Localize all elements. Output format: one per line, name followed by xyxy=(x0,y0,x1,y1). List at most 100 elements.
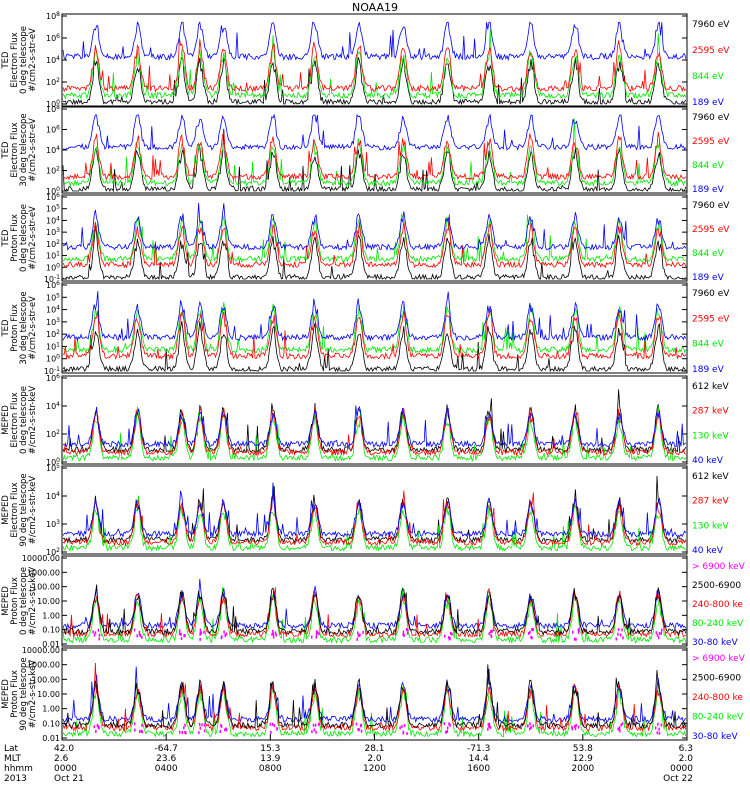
y-axis-label-line: TED xyxy=(1,141,11,160)
x-row-label: 2013 xyxy=(4,774,27,784)
series-line-black xyxy=(62,57,687,106)
y-tick-label: 1000.00 xyxy=(27,661,60,670)
y-tick-label: 10.00 xyxy=(37,690,60,699)
series-point-magenta xyxy=(573,637,576,641)
series-point-magenta xyxy=(619,729,621,733)
series-point-magenta xyxy=(577,630,580,634)
panel-7: 0.01 0.10 1.00 10.00 100.00 1000.00 10000.00 ME… xyxy=(1,554,746,649)
series-line-black xyxy=(62,584,687,636)
legend-entry: 189 eV xyxy=(692,273,725,283)
y-tick-label: 101 xyxy=(46,341,60,351)
series-point-magenta xyxy=(577,725,580,729)
y-axis-label-line: TED xyxy=(1,319,11,338)
y-tick-label: 10000.00 xyxy=(22,646,60,655)
x-tick-label: 6.3 xyxy=(679,744,693,754)
series-point-magenta xyxy=(449,723,451,727)
y-tick-label: 104 xyxy=(46,305,60,315)
series-point-magenta xyxy=(617,727,619,731)
series-point-magenta xyxy=(199,632,201,636)
series-point-magenta xyxy=(621,628,623,632)
series-point-magenta xyxy=(359,633,361,637)
x-row-label: Lat xyxy=(4,744,19,754)
y-tick-label: 106 xyxy=(46,192,60,202)
x-tick-label: 0400 xyxy=(155,764,178,774)
series-point-magenta xyxy=(181,730,184,734)
legend-entry: 612 keV xyxy=(692,472,729,482)
series-point-magenta xyxy=(449,631,452,635)
chart-title: NOAA19 xyxy=(352,1,398,14)
series-point-magenta xyxy=(271,722,274,726)
series-line-green xyxy=(62,495,686,552)
series-point-magenta xyxy=(574,727,577,731)
y-axis-label-line: #/cm2-s-str-keV xyxy=(28,386,38,455)
series-point-magenta xyxy=(98,726,100,730)
series-point-magenta xyxy=(178,629,181,633)
series-point-magenta xyxy=(272,629,274,633)
y-tick-label: 102 xyxy=(46,239,60,249)
panel-frame xyxy=(61,282,688,374)
y-tick-label: 104 xyxy=(46,491,60,501)
series-point-magenta xyxy=(532,724,534,728)
x-tick-label: 14.4 xyxy=(469,754,489,764)
series-point-magenta xyxy=(405,628,408,632)
panel-frame xyxy=(61,13,688,107)
series-point-magenta xyxy=(531,628,533,632)
x-tick-label: 13.9 xyxy=(260,754,280,764)
series-point-magenta xyxy=(272,635,275,639)
legend-entry: 612 keV xyxy=(692,382,729,392)
series-point-magenta xyxy=(571,725,573,729)
legend-entry: > 6900 keV xyxy=(692,654,746,664)
series-point-magenta xyxy=(316,631,319,635)
x-tick-label: 0000 xyxy=(54,764,77,774)
series-line-blue xyxy=(62,482,687,538)
legend-entry: 2595 eV xyxy=(692,46,730,56)
x-tick-label: 2.0 xyxy=(367,754,382,764)
series-point-magenta xyxy=(617,632,619,636)
legend-entry: 844 eV xyxy=(692,72,725,82)
series-point-magenta xyxy=(201,723,203,727)
series-point-magenta xyxy=(658,731,661,735)
series-line-red xyxy=(62,308,687,361)
legend-entry: 2595 eV xyxy=(692,225,730,235)
legend-entry: 240-800 ke xyxy=(692,693,743,703)
panel-frame xyxy=(61,465,688,555)
series-point-magenta xyxy=(446,730,448,734)
series-point-magenta xyxy=(98,633,101,637)
series-point-magenta xyxy=(96,723,99,727)
legend-entry: 2500-6900 xyxy=(692,581,741,591)
series-line-green xyxy=(62,586,687,645)
series-point-magenta xyxy=(184,634,186,638)
legend-entry: 287 keV xyxy=(692,407,729,417)
y-tick-label: 102 xyxy=(46,547,60,557)
series-point-magenta xyxy=(225,632,228,636)
series-point-magenta xyxy=(575,723,577,727)
series-point-magenta xyxy=(221,635,223,639)
y-tick-label: 102 xyxy=(46,166,60,176)
legend-entry: 2595 eV xyxy=(692,137,730,147)
y-tick-label: 102 xyxy=(46,429,60,439)
series-point-magenta xyxy=(655,631,658,635)
series-point-magenta xyxy=(311,730,313,734)
y-tick-label: 106 xyxy=(46,280,60,290)
legend-entry: 189 eV xyxy=(692,365,725,375)
x-tick-label: 0800 xyxy=(259,764,282,774)
y-axis-label-line: #/cm2-s-str-keV xyxy=(28,660,38,729)
y-tick-label: 104 xyxy=(46,145,60,155)
series-point-magenta xyxy=(448,722,450,726)
y-tick-label: 100 xyxy=(46,186,60,196)
legend-entry: 7960 eV xyxy=(692,20,730,30)
series-point-magenta xyxy=(362,630,364,634)
series-point-magenta xyxy=(360,729,363,733)
y-tick-label: 0.10 xyxy=(42,719,60,728)
y-tick-label: 0.01 xyxy=(42,734,60,743)
series-point-magenta xyxy=(529,630,531,634)
series-point-magenta xyxy=(98,637,100,641)
series-line-green xyxy=(62,118,686,188)
y-tick-label: 102 xyxy=(46,329,60,339)
legend-entry: 2500-6900 xyxy=(692,674,741,684)
y-axis-label-line: Proton Flux xyxy=(10,214,20,262)
y-axis-label-line: #/cm2-s-str-eV xyxy=(28,296,38,360)
series-point-magenta xyxy=(97,628,100,632)
y-tick-label: 100.00 xyxy=(32,675,60,684)
